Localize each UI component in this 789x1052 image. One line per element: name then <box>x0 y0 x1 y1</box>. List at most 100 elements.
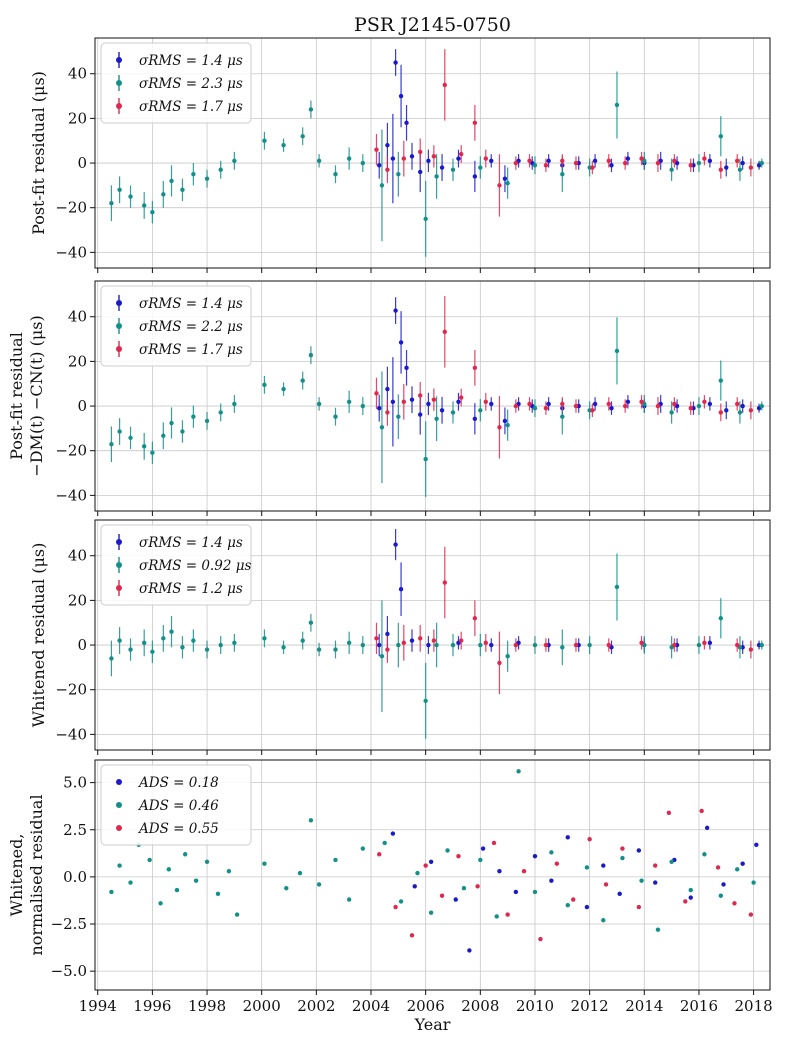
data-point <box>560 172 565 177</box>
data-point <box>532 163 538 168</box>
data-point <box>423 456 428 462</box>
data-point <box>385 142 390 148</box>
x-tick-label: 1994 <box>79 997 117 1015</box>
data-point <box>571 897 576 902</box>
legend-marker <box>116 80 122 86</box>
legend-label: σRMS = 1.4 μs <box>139 296 243 312</box>
data-point <box>409 154 415 159</box>
data-point <box>431 154 437 159</box>
x-axis-label: Year <box>414 1015 451 1034</box>
legend-box <box>100 764 252 846</box>
data-point <box>527 158 532 164</box>
data-point <box>262 138 267 143</box>
data-point <box>721 882 726 887</box>
data-point <box>554 861 560 866</box>
data-point <box>458 151 464 157</box>
data-point <box>450 410 456 415</box>
y-axis-label: −DM(t) −CN(t) (μs) <box>27 315 46 476</box>
data-point <box>748 647 754 652</box>
data-point <box>718 134 724 139</box>
data-point <box>382 840 387 846</box>
data-point <box>204 859 210 865</box>
data-point <box>718 616 724 621</box>
data-point <box>497 869 502 874</box>
data-point <box>505 654 510 659</box>
data-point <box>759 403 765 409</box>
y-tick-label: 40 <box>68 65 87 83</box>
data-point <box>333 414 338 419</box>
legend-marker <box>116 103 122 109</box>
data-point <box>141 203 147 208</box>
x-tick-label: 2000 <box>243 997 281 1015</box>
data-point <box>724 408 729 413</box>
data-point <box>174 887 180 893</box>
data-point <box>117 638 122 643</box>
data-point <box>560 158 565 164</box>
data-point <box>688 163 693 168</box>
data-point <box>483 399 488 405</box>
data-point <box>653 863 658 868</box>
data-point <box>404 365 409 371</box>
data-point <box>483 640 488 646</box>
data-point <box>672 642 677 648</box>
data-point <box>592 401 598 407</box>
data-point <box>505 422 510 428</box>
data-point <box>409 638 415 643</box>
data-point <box>489 158 494 164</box>
data-point <box>614 348 620 354</box>
data-point <box>549 850 554 855</box>
data-point <box>702 852 707 857</box>
data-point <box>606 158 611 164</box>
data-point <box>587 836 592 842</box>
data-point <box>653 880 658 885</box>
data-point <box>718 378 724 383</box>
data-point <box>543 405 549 411</box>
data-point <box>385 647 390 652</box>
data-point <box>516 769 521 774</box>
y-tick-label: 2.5 <box>63 821 87 839</box>
data-point <box>379 425 385 430</box>
data-point <box>109 201 114 206</box>
data-point <box>543 163 549 168</box>
data-point <box>497 660 502 666</box>
legend-box <box>100 285 252 367</box>
data-point <box>109 442 114 447</box>
data-point <box>696 160 702 166</box>
data-point <box>622 403 628 409</box>
data-point <box>308 818 314 823</box>
legend-marker <box>116 802 122 808</box>
data-point <box>740 861 745 866</box>
data-point <box>346 156 352 161</box>
data-point <box>521 869 527 874</box>
y-tick-label: 40 <box>68 308 87 326</box>
data-point <box>232 401 237 407</box>
data-point <box>483 156 488 161</box>
legend-marker <box>116 323 122 329</box>
data-point <box>732 901 737 906</box>
data-point <box>396 642 401 648</box>
data-point <box>374 636 379 641</box>
data-point <box>478 165 483 170</box>
data-point <box>688 895 693 900</box>
data-point <box>497 425 502 430</box>
y-tick-label: 40 <box>68 547 87 565</box>
legend-marker <box>116 585 122 591</box>
data-point <box>636 904 642 910</box>
data-point <box>232 640 237 646</box>
data-point <box>584 904 590 910</box>
y-tick-label: −40 <box>55 486 87 504</box>
plot-frame <box>94 37 771 269</box>
legend-marker <box>116 57 122 63</box>
data-point <box>418 636 423 641</box>
data-point <box>497 183 502 188</box>
data-point <box>426 642 431 648</box>
data-point <box>161 192 166 197</box>
x-tick-label: 2010 <box>516 997 554 1015</box>
y-tick-label: −20 <box>55 681 87 699</box>
data-point <box>385 386 390 392</box>
x-tick-label: 2006 <box>407 997 445 1015</box>
data-point <box>450 167 456 172</box>
y-axis-label: Whitened, <box>7 834 26 917</box>
x-tick-label: 2016 <box>680 997 718 1015</box>
data-point <box>147 857 152 863</box>
